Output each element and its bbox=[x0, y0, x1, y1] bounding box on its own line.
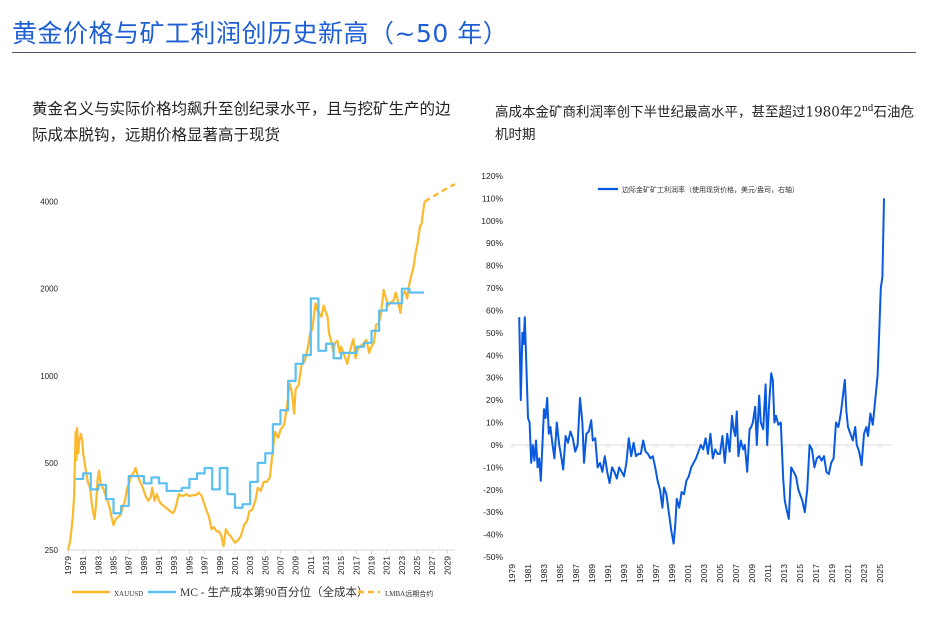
x-tick-label: 2019 bbox=[827, 564, 837, 583]
y-tick-label: 20% bbox=[486, 395, 503, 405]
x-tick-label: 2005 bbox=[260, 556, 270, 575]
series-line-xauusd bbox=[66, 201, 426, 551]
x-tick-label: 1983 bbox=[93, 556, 103, 575]
x-tick-label: 1995 bbox=[184, 556, 194, 575]
legend-label: MC - 生产成本第90百分位（全成本） bbox=[180, 585, 368, 599]
y-tick-label: 250 bbox=[45, 546, 59, 555]
series-line-mc-cost-90th bbox=[75, 287, 424, 515]
right-subtitle-superscript: nd bbox=[861, 104, 874, 114]
x-tick-label: 1997 bbox=[651, 564, 661, 583]
legend-label: 边际金矿矿工利润率（使用现货价格，美元/盎司，右轴） bbox=[622, 185, 799, 194]
title-divider bbox=[12, 52, 916, 53]
x-tick-label: 1979 bbox=[63, 556, 73, 575]
x-tick-label: 1985 bbox=[555, 564, 565, 583]
y-tick-label: 80% bbox=[486, 261, 503, 271]
x-tick-label: 1997 bbox=[200, 556, 210, 575]
y-tick-label: -20% bbox=[483, 485, 503, 495]
x-tick-label: 2029 bbox=[442, 556, 452, 575]
y-tick-label: -10% bbox=[483, 462, 503, 472]
series-line-miner-margin bbox=[518, 198, 885, 545]
x-tick-label: 1989 bbox=[139, 556, 149, 575]
y-tick-label: 0% bbox=[491, 440, 504, 450]
x-tick-label: 2023 bbox=[859, 564, 869, 583]
y-tick-label: 4000 bbox=[40, 198, 58, 207]
legend-label: XAUUSD bbox=[114, 590, 143, 598]
x-tick-label: 2003 bbox=[699, 564, 709, 583]
y-tick-label: 2000 bbox=[40, 285, 58, 294]
x-tick-label: 1987 bbox=[571, 564, 581, 583]
y-tick-label: 100% bbox=[481, 216, 503, 226]
x-tick-label: 1983 bbox=[539, 564, 549, 583]
y-tick-label: 60% bbox=[486, 305, 503, 315]
x-tick-label: 2021 bbox=[382, 556, 392, 575]
y-tick-label: 70% bbox=[486, 283, 503, 293]
y-tick-label: -50% bbox=[483, 552, 503, 562]
x-tick-label: 2001 bbox=[230, 556, 240, 575]
x-tick-label: 2013 bbox=[321, 556, 331, 575]
x-tick-label: 1999 bbox=[667, 564, 677, 583]
x-tick-label: 2013 bbox=[779, 564, 789, 583]
x-tick-label: 1991 bbox=[154, 556, 164, 575]
x-tick-label: 2025 bbox=[875, 564, 885, 583]
x-tick-label: 2007 bbox=[731, 564, 741, 583]
x-tick-label: 1993 bbox=[619, 564, 629, 583]
right-subtitle-text-2: 石油危机时期 bbox=[495, 104, 915, 143]
y-tick-label: 40% bbox=[486, 350, 503, 360]
y-tick-label: 30% bbox=[486, 373, 503, 383]
x-tick-label: 2011 bbox=[306, 556, 316, 575]
x-tick-label: 1991 bbox=[603, 564, 613, 583]
x-tick-label: 2017 bbox=[811, 564, 821, 583]
y-tick-label: 50% bbox=[486, 328, 503, 338]
x-tick-label: 1979 bbox=[507, 564, 517, 583]
x-tick-label: 2021 bbox=[843, 564, 853, 583]
x-tick-label: 2007 bbox=[275, 556, 285, 575]
x-tick-label: 1995 bbox=[635, 564, 645, 583]
x-tick-label: 2009 bbox=[747, 564, 757, 583]
x-tick-label: 1989 bbox=[587, 564, 597, 583]
x-tick-label: 2003 bbox=[245, 556, 255, 575]
x-tick-label: 2009 bbox=[291, 556, 301, 575]
y-tick-label: 10% bbox=[486, 418, 503, 428]
x-tick-label: 2015 bbox=[795, 564, 805, 583]
y-tick-label: 120% bbox=[481, 171, 503, 181]
legend-label: LMBA远期合约 bbox=[385, 589, 433, 598]
y-tick-label: 110% bbox=[482, 193, 504, 203]
x-tick-label: 2001 bbox=[683, 564, 693, 583]
right-chart-subtitle: 高成本金矿商利润率创下半世纪最高水平，甚至超过1980年2nd石油危机时期 bbox=[495, 98, 915, 146]
x-tick-label: 2011 bbox=[763, 564, 773, 583]
x-tick-label: 1987 bbox=[124, 556, 134, 575]
page-title: 黄金价格与矿工利润创历史新高（~50 年） bbox=[12, 19, 509, 48]
y-tick-label: -30% bbox=[483, 507, 503, 517]
series-line-lmba-forward bbox=[424, 182, 456, 203]
x-tick-label: 1985 bbox=[109, 556, 119, 575]
x-tick-label: 1981 bbox=[78, 556, 88, 575]
x-tick-label: 2005 bbox=[715, 564, 725, 583]
x-tick-label: 2023 bbox=[397, 556, 407, 575]
right-subtitle-text-1: 高成本金矿商利润率创下半世纪最高水平，甚至超过1980年2 bbox=[495, 104, 862, 121]
x-tick-label: 1999 bbox=[215, 556, 225, 575]
y-tick-label: 90% bbox=[486, 238, 503, 248]
x-tick-label: 2027 bbox=[427, 556, 437, 575]
x-tick-label: 2025 bbox=[412, 556, 422, 575]
x-tick-label: 1993 bbox=[169, 556, 179, 575]
y-tick-label: -40% bbox=[483, 530, 503, 540]
y-tick-label: 500 bbox=[45, 459, 59, 468]
left-chart-subtitle: 黄金名义与实际价格均飙升至创纪录水平，且与挖矿生产的边际成本脱钩，远期价格显著高… bbox=[32, 100, 451, 144]
x-tick-label: 2019 bbox=[367, 556, 377, 575]
y-tick-label: 1000 bbox=[40, 372, 58, 381]
x-tick-label: 2015 bbox=[336, 556, 346, 575]
x-tick-label: 2017 bbox=[351, 556, 361, 575]
x-tick-label: 1981 bbox=[523, 564, 533, 583]
